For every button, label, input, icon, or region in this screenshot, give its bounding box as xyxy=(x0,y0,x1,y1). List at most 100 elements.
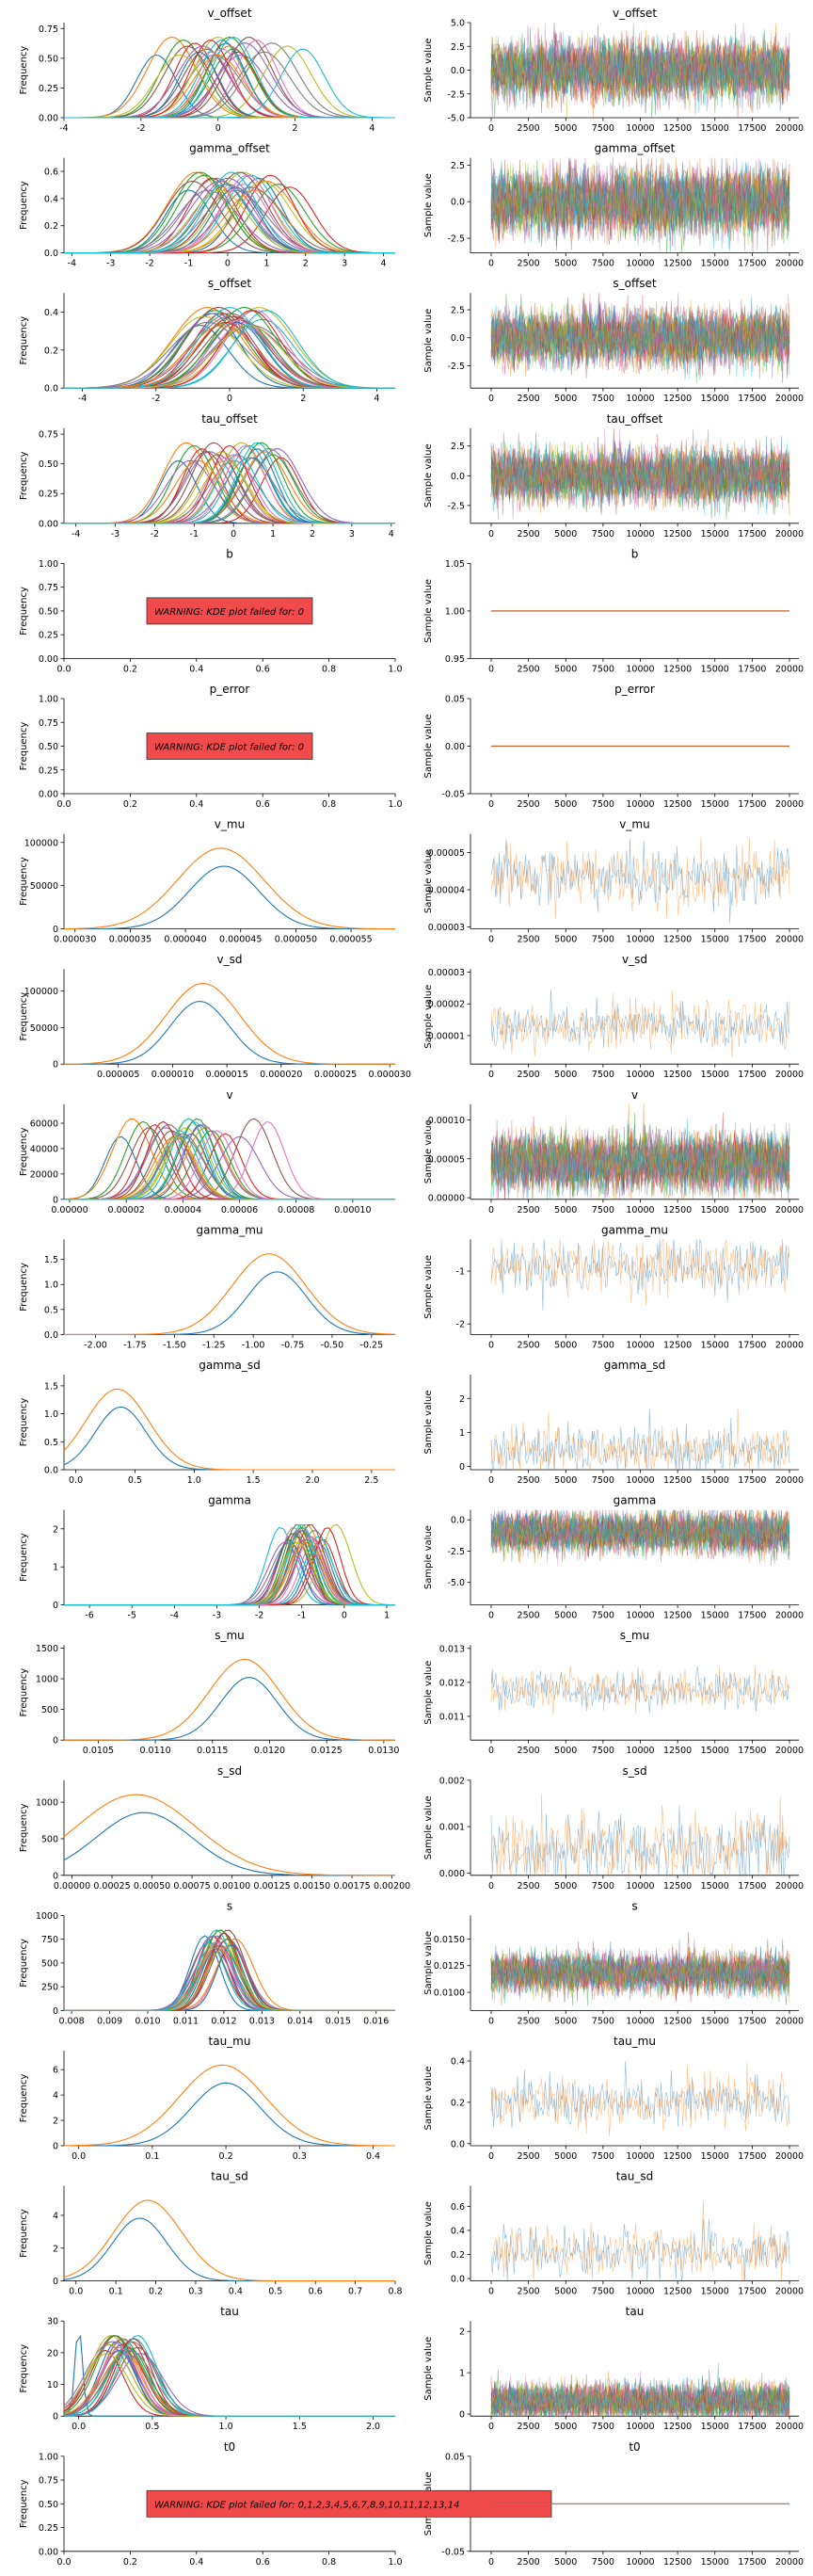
trace-xtick-label: 5000 xyxy=(554,935,577,945)
kde-ytick-label: 0.75 xyxy=(39,718,58,729)
trace-xtick-label: 7500 xyxy=(592,1881,614,1892)
kde-ytick-label: 2 xyxy=(53,2244,58,2254)
kde-ylabel: Frequency xyxy=(19,1127,29,1176)
kde-xtick-label: -2.00 xyxy=(84,1340,107,1350)
trace-ylabel: Sample value xyxy=(423,849,434,913)
trace-ytick-label: 0.2 xyxy=(451,2250,465,2261)
kde-curve xyxy=(64,1929,395,2011)
kde-title: gamma xyxy=(208,1494,251,1507)
trace-line xyxy=(490,836,790,920)
kde-title: p_error xyxy=(210,683,250,696)
trace-ylabel: Sample value xyxy=(423,1661,434,1725)
trace-ylabel: Sample value xyxy=(423,1525,434,1589)
trace-line xyxy=(490,36,790,113)
trace-xtick-label: 5000 xyxy=(554,123,577,134)
kde-curve xyxy=(64,1253,396,1335)
trace-line xyxy=(490,1509,790,1557)
trace-title: v_mu xyxy=(619,818,649,831)
kde-ytick-label: 250 xyxy=(41,1983,58,1993)
trace-xtick-label: 7500 xyxy=(592,1070,614,1080)
trace-ytick-label: 2.5 xyxy=(451,442,465,452)
trace-xtick-label: 0 xyxy=(488,2557,494,2568)
kde-ytick-label: 1000 xyxy=(36,1798,58,1809)
kde-xtick-label: 0.6 xyxy=(256,799,270,810)
kde-warning-box xyxy=(146,733,313,760)
trace-xtick-label: 17500 xyxy=(738,2016,766,2026)
kde-curve xyxy=(64,1939,395,2011)
trace-xtick-label: 2500 xyxy=(518,1881,540,1892)
kde-ylabel: Frequency xyxy=(19,1263,29,1312)
trace-line xyxy=(490,441,790,520)
trace-xtick-label: 12500 xyxy=(663,1070,692,1080)
kde-title: tau_sd xyxy=(211,2170,248,2183)
kde-title: gamma_mu xyxy=(197,1223,263,1236)
kde-curve xyxy=(64,171,395,254)
trace-xtick-label: 2500 xyxy=(518,2422,540,2432)
row-gamma_offset: gamma_offset gamma_offset Frequency Sample … xyxy=(19,142,804,269)
kde-title: s_sd xyxy=(217,1764,242,1778)
trace-xtick-label: 5000 xyxy=(554,529,577,539)
trace-title: v xyxy=(631,1088,638,1102)
kde-ytick-label: 500 xyxy=(41,1958,58,1969)
kde-curve xyxy=(64,1127,395,1200)
trace-ytick-label: -2 xyxy=(456,1320,465,1330)
trace-xtick-label: 17500 xyxy=(738,529,766,539)
kde-title: s xyxy=(227,1899,232,1912)
trace-title: gamma xyxy=(614,1494,657,1507)
kde-xtick-label: -3 xyxy=(106,259,115,269)
kde-title: v_offset xyxy=(207,7,251,20)
trace-ytick-label: 0.001 xyxy=(439,1823,465,1833)
kde-xtick-label: 2.5 xyxy=(364,1475,378,1486)
trace-ylabel: Sample value xyxy=(423,2067,434,2131)
trace-xtick-label: 5000 xyxy=(554,2016,577,2026)
trace-xtick-label: 15000 xyxy=(701,2287,729,2297)
trace-line xyxy=(490,1666,790,1714)
trace-xtick-label: 2500 xyxy=(518,394,540,404)
trace-xtick-label: 10000 xyxy=(626,1475,654,1486)
trace-ylabel: Sample value xyxy=(423,443,434,507)
trace-xtick-label: 17500 xyxy=(738,2557,766,2568)
kde-xtick-label: -3 xyxy=(213,1611,221,1621)
trace-xtick-label: 10000 xyxy=(626,1746,654,1756)
kde-xtick-label: -1.75 xyxy=(123,1340,147,1350)
trace-xtick-label: 0 xyxy=(488,1746,494,1756)
kde-warning-box xyxy=(146,2489,552,2518)
trace-ytick-label: -2.5 xyxy=(447,234,465,245)
kde-ytick-label: 1.5 xyxy=(44,1255,58,1265)
trace-xtick-label: 15000 xyxy=(701,1070,729,1080)
trace-xtick-label: 17500 xyxy=(738,2422,766,2432)
kde-xtick-label: 0.000035 xyxy=(109,935,151,945)
kde-ytick-label: 0.0 xyxy=(44,249,58,259)
trace-xtick-label: 7500 xyxy=(592,2287,614,2297)
trace-ytick-label: -0.05 xyxy=(441,790,465,800)
kde-xtick-label: 2.0 xyxy=(305,1475,319,1486)
trace-xtick-label: 2500 xyxy=(518,935,540,945)
kde-ytick-label: 1.00 xyxy=(39,559,58,570)
kde-xtick-label: 0.1 xyxy=(109,2287,123,2297)
trace-xtick-label: 7500 xyxy=(592,664,614,674)
kde-xtick-label: 0.3 xyxy=(293,2151,307,2162)
kde-ytick-label: 100000 xyxy=(24,987,58,997)
kde-curve xyxy=(63,2335,395,2417)
trace-xtick-label: 7500 xyxy=(592,935,614,945)
trace-line xyxy=(490,442,790,516)
kde-ytick-label: 500 xyxy=(41,1834,58,1844)
trace-xtick-label: 2500 xyxy=(518,529,540,539)
trace-xtick-label: 0 xyxy=(488,2287,494,2297)
kde-xtick-label: 4 xyxy=(374,394,379,404)
trace-xtick-label: 12500 xyxy=(663,1340,692,1350)
kde-xtick-label: 0.014 xyxy=(287,2016,312,2026)
kde-xtick-label: 0.000020 xyxy=(260,1070,302,1080)
trace-ytick-label: 0.05 xyxy=(445,2452,465,2462)
trace-ytick-label: 0.0150 xyxy=(434,1935,465,1945)
kde-xtick-label: 3 xyxy=(342,259,347,269)
trace-ytick-label: 0.00002 xyxy=(428,1000,465,1010)
trace-ytick-label: 0.0 xyxy=(451,2139,465,2149)
trace-ytick-label: -2.5 xyxy=(447,89,465,100)
kde-curve xyxy=(64,1001,395,1065)
kde-ylabel: Frequency xyxy=(19,451,29,500)
trace-ylabel: Sample value xyxy=(423,985,434,1049)
kde-xtick-label: 0.5 xyxy=(268,2287,282,2297)
kde-ytick-label: 0.50 xyxy=(39,606,58,617)
